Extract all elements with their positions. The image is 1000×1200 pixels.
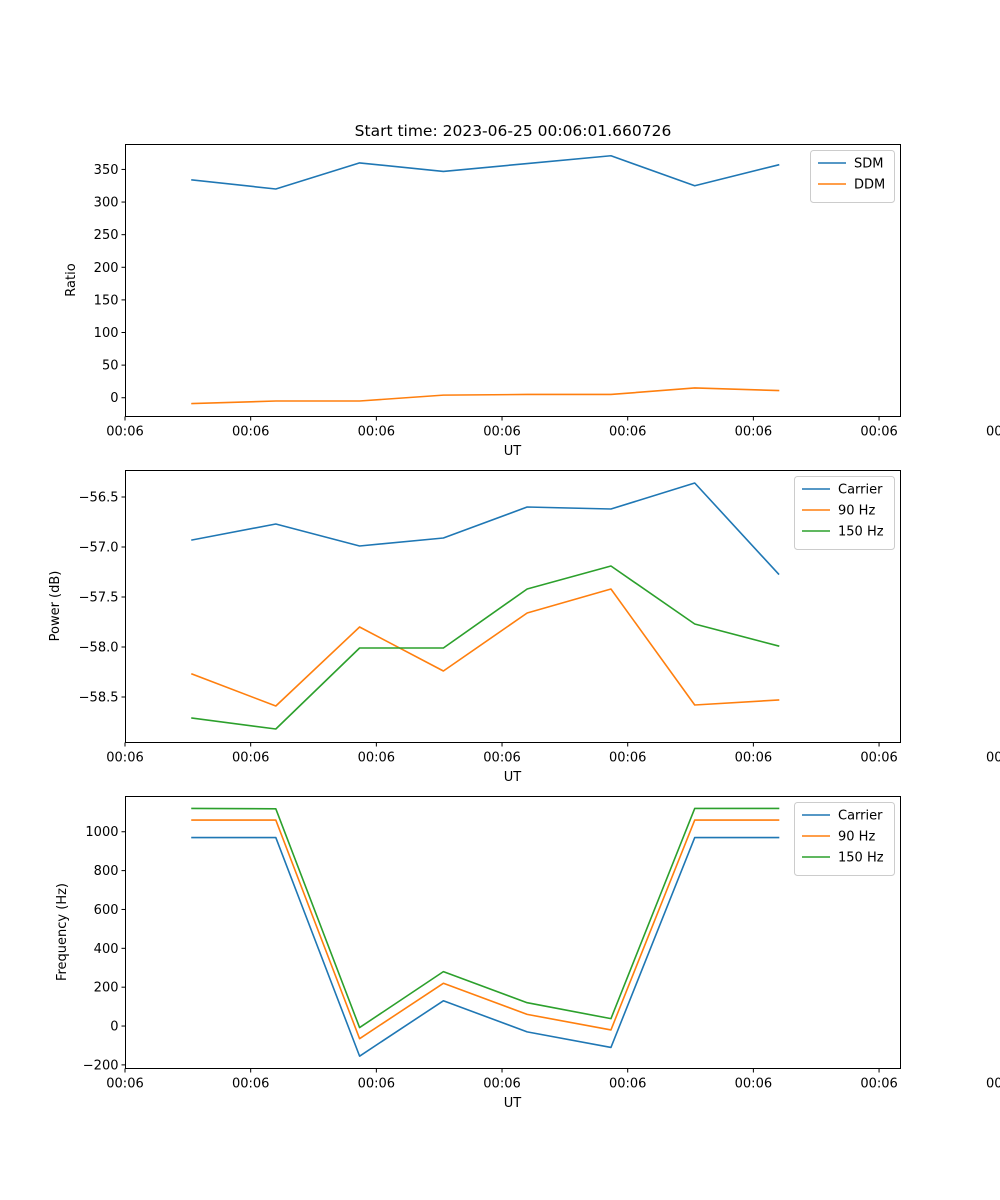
series-line-frequency-1 [191, 819, 780, 1040]
x-tick-label-power-1: 00:06 [232, 751, 269, 766]
x-tick-label-frequency-0: 00:06 [106, 1077, 143, 1092]
x-tick-label-ratio-7: 00:07 [986, 425, 1000, 440]
legend-frequency: Carrier 90 Hz 150 Hz [794, 802, 895, 876]
axes-frame-power [125, 470, 901, 743]
series-line-ratio-0 [191, 154, 780, 190]
legend-label-power-1: 90 Hz [838, 504, 875, 519]
x-tick-label-power-4: 00:06 [609, 751, 646, 766]
x-tick-label-power-0: 00:06 [106, 751, 143, 766]
y-tick-label-ratio-0: 0 [110, 391, 118, 406]
legend-label-frequency-1: 90 Hz [838, 830, 875, 845]
x-tick-label-frequency-5: 00:06 [735, 1077, 772, 1092]
x-tick-label-power-3: 00:06 [483, 751, 520, 766]
y-tick-label-frequency-6: 1000 [85, 825, 118, 840]
y-tick-label-frequency-1: 0 [110, 1020, 118, 1035]
y-tick-label-ratio-5: 250 [94, 228, 119, 243]
x-tick-label-power-6: 00:06 [860, 751, 897, 766]
x-tick-label-frequency-4: 00:06 [609, 1077, 646, 1092]
x-tick-label-ratio-6: 00:06 [860, 425, 897, 440]
figure-title: Start time: 2023-06-25 00:06:01.660726 [355, 122, 672, 140]
y-axis-label-frequency: Frequency (Hz) [55, 883, 70, 981]
y-tick-label-frequency-5: 800 [94, 864, 119, 879]
y-tick-label-frequency-4: 600 [94, 903, 119, 918]
y-tick-label-frequency-0: −200 [83, 1058, 119, 1073]
y-tick-label-power-3: −57.0 [79, 541, 119, 556]
legend-ratio: SDM DDM [810, 150, 895, 203]
x-axis-label-frequency: UT [504, 1096, 522, 1111]
legend-label-frequency-2: 150 Hz [838, 851, 884, 866]
y-tick-label-frequency-2: 200 [94, 981, 119, 996]
y-tick-label-ratio-6: 300 [94, 196, 119, 211]
subplot-power: 00:06 00:06 00:06 00:06 00:06 00:06 00:06 00:07… [48, 470, 1000, 785]
x-tick-label-frequency-7: 00:07 [986, 1077, 1000, 1092]
legend-power: Carrier 90 Hz 150 Hz [794, 476, 895, 550]
x-tick-label-ratio-0: 00:06 [106, 425, 143, 440]
y-tick-label-power-1: −58.0 [79, 641, 119, 656]
legend-label-ratio-1: DDM [854, 178, 885, 193]
x-tick-label-ratio-2: 00:06 [358, 425, 395, 440]
x-tick-label-frequency-3: 00:06 [483, 1077, 520, 1092]
y-tick-label-ratio-2: 100 [94, 326, 119, 341]
legend-label-power-2: 150 Hz [838, 525, 884, 540]
y-tick-label-power-4: −56.5 [79, 491, 119, 506]
axes-frame-ratio [125, 144, 901, 417]
y-axis-label-power: Power (dB) [48, 571, 63, 642]
legend-label-power-0: Carrier [838, 483, 883, 498]
series-line-frequency-0 [191, 836, 780, 1057]
series-line-power-1 [190, 588, 780, 707]
y-tick-label-ratio-1: 50 [102, 359, 119, 374]
x-tick-label-ratio-1: 00:06 [232, 425, 269, 440]
series-line-frequency-2 [191, 807, 780, 1029]
x-tick-label-ratio-4: 00:06 [609, 425, 646, 440]
y-tick-label-frequency-3: 400 [94, 942, 119, 957]
x-axis-label-power: UT [504, 770, 522, 785]
y-tick-label-ratio-4: 200 [94, 261, 119, 276]
subplot-frequency: 00:06 00:06 00:06 00:06 00:06 00:06 00:06 00:07… [55, 796, 1000, 1111]
y-tick-label-power-0: −58.5 [79, 691, 119, 706]
y-tick-label-ratio-7: 350 [94, 163, 119, 178]
x-tick-label-power-7: 00:07 [986, 751, 1000, 766]
axes-frame-frequency [125, 796, 901, 1069]
x-tick-label-ratio-5: 00:06 [735, 425, 772, 440]
legend-label-frequency-0: Carrier [838, 809, 883, 824]
x-tick-label-frequency-2: 00:06 [358, 1077, 395, 1092]
y-tick-label-power-2: −57.5 [79, 591, 119, 606]
x-tick-label-frequency-6: 00:06 [860, 1077, 897, 1092]
y-axis-label-ratio: Ratio [64, 263, 79, 296]
x-tick-label-power-2: 00:06 [358, 751, 395, 766]
series-line-power-0 [191, 482, 780, 576]
y-tick-label-ratio-3: 150 [94, 293, 119, 308]
subplot-ratio: 00:06 00:06 00:06 00:06 00:06 00:06 00:06 00:07… [64, 144, 1000, 459]
legend-label-ratio-0: SDM [854, 157, 883, 172]
x-axis-label-ratio: UT [504, 444, 522, 459]
series-line-ratio-1 [191, 387, 780, 405]
x-tick-label-ratio-3: 00:06 [483, 425, 520, 440]
series-line-power-2 [191, 565, 780, 730]
x-tick-label-power-5: 00:06 [735, 751, 772, 766]
x-tick-label-frequency-1: 00:06 [232, 1077, 269, 1092]
